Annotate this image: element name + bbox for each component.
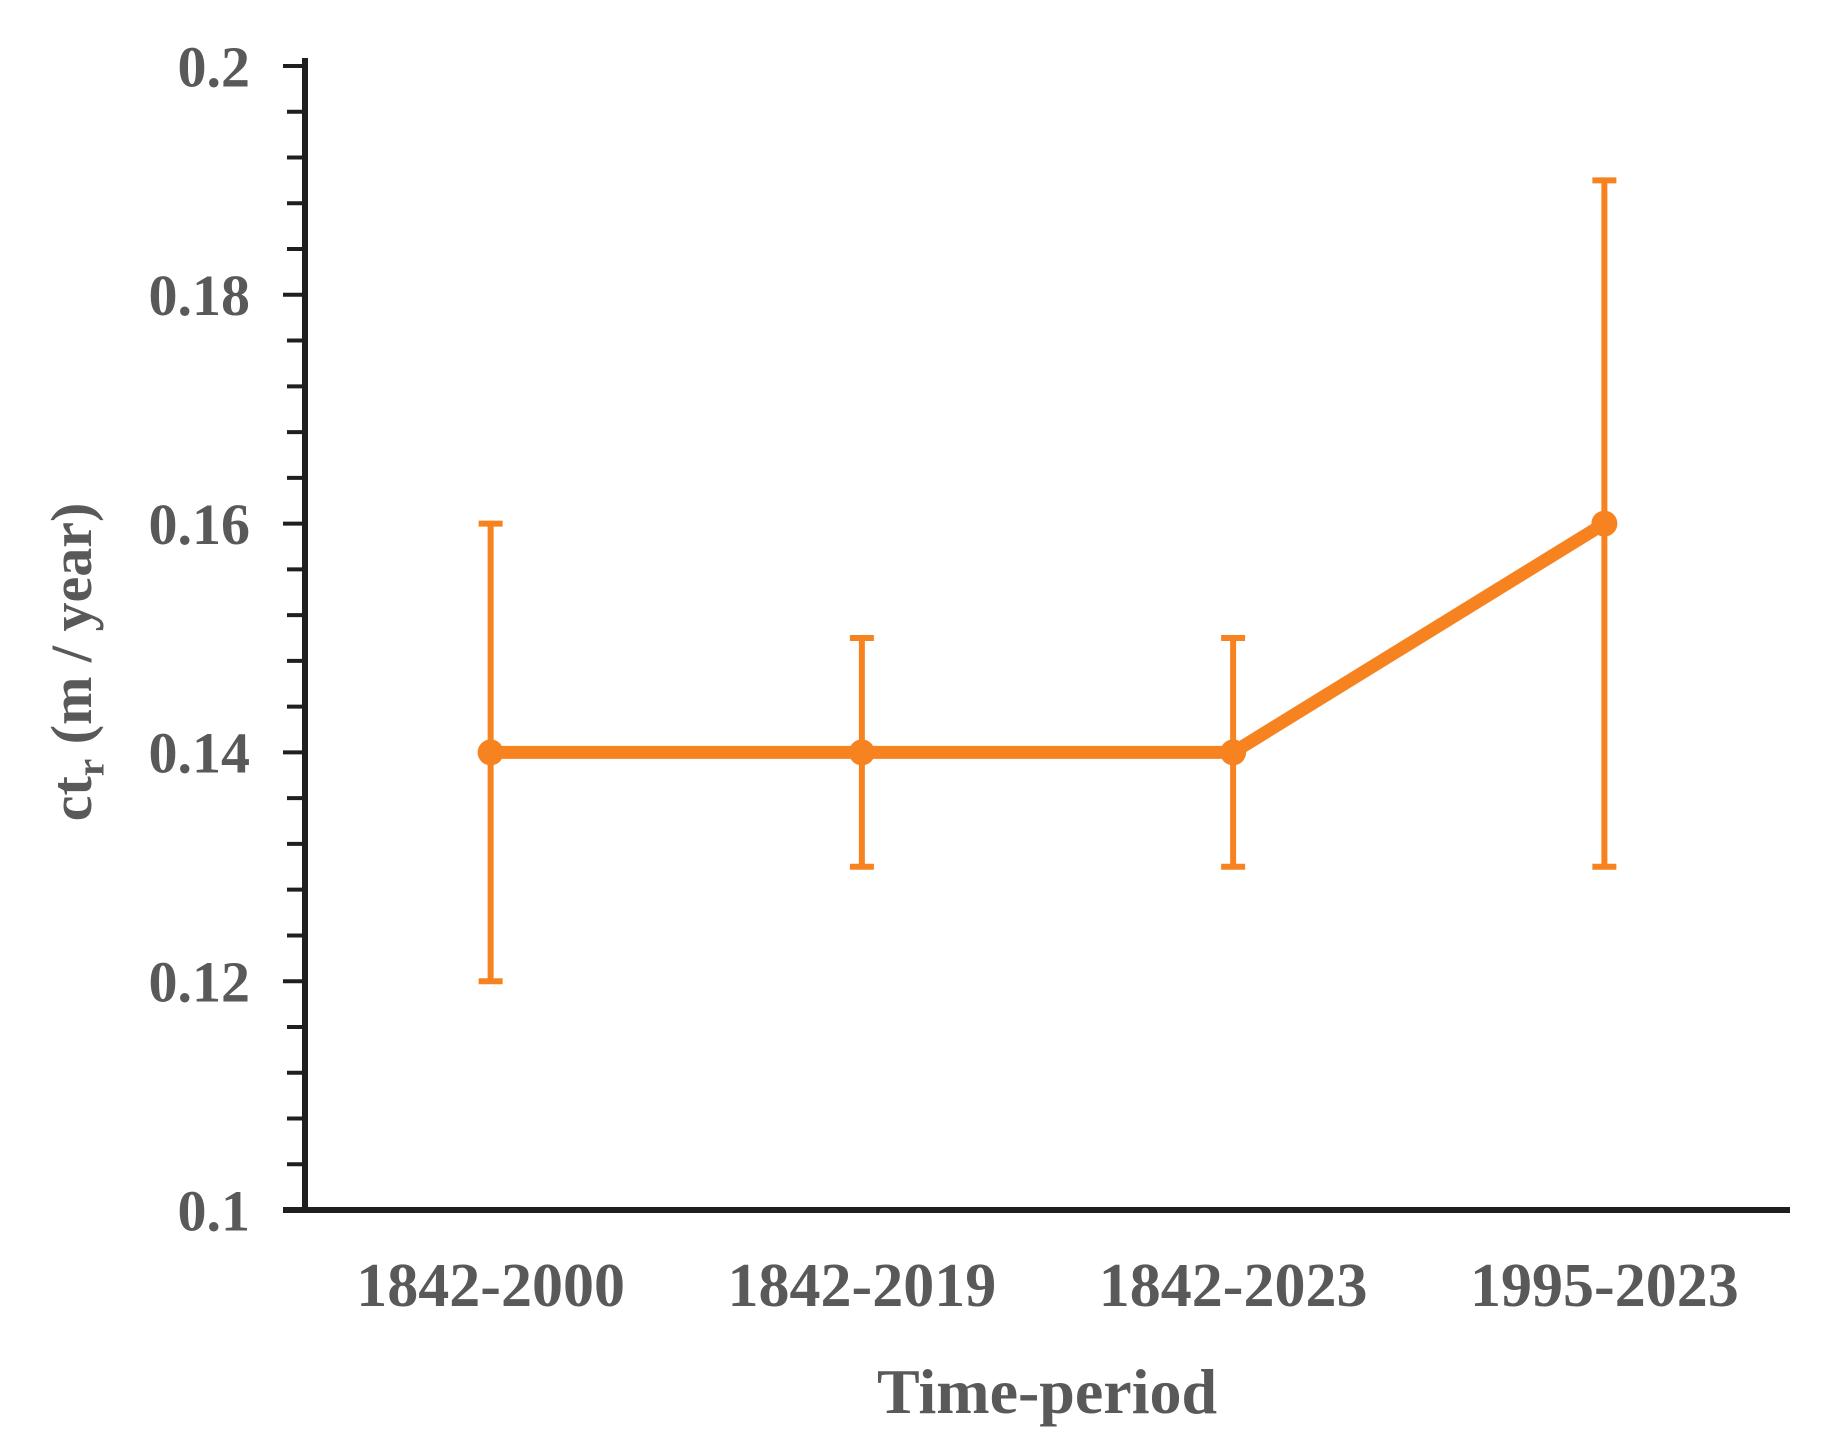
y-tick-label: 0.12 bbox=[149, 950, 251, 1015]
data-point-marker bbox=[477, 739, 504, 766]
y-tick-labels: 0.1 0.12 0.14 0.16 0.18 0.2 bbox=[149, 34, 251, 1243]
y-tick-label: 0.1 bbox=[178, 1178, 251, 1243]
x-tick-label: 1995-2023 bbox=[1470, 1252, 1739, 1320]
data-point-marker bbox=[1220, 739, 1247, 766]
x-tick-label: 1842-2023 bbox=[1099, 1252, 1368, 1320]
data-points bbox=[477, 510, 1618, 766]
y-tick-label: 0.16 bbox=[149, 492, 251, 557]
y-axis-ticks bbox=[283, 64, 305, 1212]
data-point-marker bbox=[1591, 510, 1618, 537]
data-point-marker bbox=[848, 739, 875, 766]
x-tick-label: 1842-2019 bbox=[728, 1252, 997, 1320]
y-axis-title-subscript: r bbox=[68, 758, 113, 777]
x-axis-title: Time-period bbox=[876, 1356, 1218, 1427]
error-bars bbox=[478, 177, 1617, 985]
series-line bbox=[490, 518, 1608, 759]
y-tick-label: 0.18 bbox=[149, 263, 251, 328]
y-tick-label: 0.2 bbox=[178, 34, 251, 99]
y-axis-title-post: (m / year) bbox=[39, 502, 104, 759]
x-tick-label: 1842-2000 bbox=[356, 1252, 625, 1320]
axes bbox=[283, 58, 1790, 1213]
x-tick-labels: 1842-2000 1842-2019 1842-2023 1995-2023 bbox=[356, 1252, 1738, 1320]
y-axis-title: ctr (m / year) bbox=[39, 503, 113, 822]
y-tick-label: 0.14 bbox=[149, 721, 251, 786]
y-axis-title-pre: ct bbox=[39, 776, 104, 822]
